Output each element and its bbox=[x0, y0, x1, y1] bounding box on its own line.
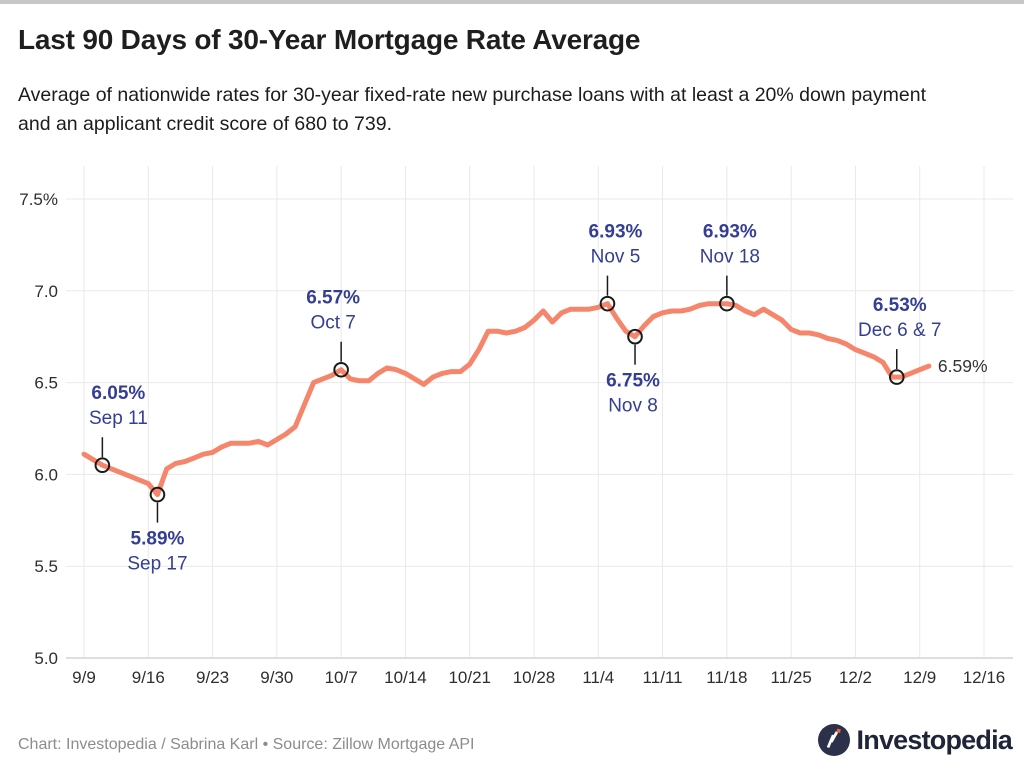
investopedia-logo: Investopedia bbox=[817, 721, 1013, 759]
annotation-date-label: Nov 8 bbox=[608, 396, 658, 417]
annotation-date-label: Nov 5 bbox=[591, 247, 641, 268]
x-axis-tick-label: 9/16 bbox=[132, 668, 165, 687]
x-axis-tick-label: 10/21 bbox=[448, 668, 491, 687]
investopedia-logo-icon bbox=[817, 724, 850, 756]
x-axis-tick-label: 9/30 bbox=[260, 668, 293, 687]
annotation-date-label: Sep 17 bbox=[127, 554, 187, 575]
annotation-marker bbox=[94, 457, 111, 474]
annotation-marker bbox=[627, 328, 643, 345]
annotation-value-label: 6.93% bbox=[589, 222, 643, 243]
annotation-value-label: 6.53% bbox=[873, 295, 927, 316]
annotation-value-label: 6.93% bbox=[703, 222, 757, 243]
y-axis-tick-label: 5.0 bbox=[34, 649, 58, 668]
x-axis-tick-label: 10/7 bbox=[325, 668, 358, 687]
annotation-date-label: Dec 6 & 7 bbox=[858, 320, 941, 341]
investopedia-logo-text: Investopedia bbox=[856, 724, 1013, 755]
annotation-date-label: Sep 11 bbox=[89, 408, 148, 429]
logo-bolt-icon bbox=[826, 731, 838, 749]
annotation-value-label: 6.57% bbox=[306, 288, 360, 309]
mortgage-rate-line-chart: 9/9 9/16 9/23 9/30 10/7 10/14 10/21 10/28 11/4 11… bbox=[19, 166, 1013, 687]
x-axis-tick-label: 11/18 bbox=[706, 668, 747, 687]
x-axis-tick-label: 12/2 bbox=[839, 668, 872, 687]
annotation-date-label: Oct 7 bbox=[310, 313, 355, 334]
x-axis-tick-label: 10/28 bbox=[513, 668, 556, 687]
annotation-marker bbox=[599, 295, 616, 312]
x-axis-tick-label: 9/23 bbox=[196, 668, 229, 687]
x-axis-tick-label: 9/9 bbox=[72, 668, 96, 687]
y-axis-tick-label: 6.5 bbox=[34, 374, 58, 393]
chart-title: Last 90 Days of 30-Year Mortgage Rate Av… bbox=[18, 24, 641, 55]
annotation-value-label: 5.89% bbox=[131, 529, 185, 550]
x-axis-tick-label: 12/16 bbox=[963, 668, 1006, 687]
x-axis-tick-label: 10/14 bbox=[384, 668, 427, 687]
y-axis-tick-label: 6.0 bbox=[34, 465, 58, 484]
y-axis-tick-label: 7.5% bbox=[19, 190, 58, 209]
current-rate-label: 6.59% bbox=[938, 356, 988, 376]
logo-circle bbox=[817, 724, 850, 756]
x-axis-tick-label: 11/11 bbox=[643, 668, 683, 687]
y-axis-tick-label: 7.0 bbox=[34, 282, 58, 301]
annotation-value-label: 6.05% bbox=[91, 383, 145, 404]
annotation-marker bbox=[888, 369, 905, 385]
logo-orange-dot bbox=[835, 728, 841, 734]
annotation-date-label: Nov 18 bbox=[700, 247, 760, 268]
x-axis-tick-label: 12/9 bbox=[903, 668, 936, 687]
y-axis-tick-label: 5.5 bbox=[34, 557, 58, 576]
annotation-marker bbox=[149, 486, 166, 503]
x-axis-tick-label: 11/25 bbox=[771, 668, 812, 687]
annotation-marker bbox=[719, 295, 735, 312]
rate-line bbox=[81, 301, 932, 498]
annotation-value-label: 6.75% bbox=[606, 371, 660, 392]
top-divider bbox=[0, 0, 1024, 4]
chart-subtitle: Average of nationwide rates for 30-year … bbox=[18, 84, 926, 135]
chart-credit: Chart: Investopedia / Sabrina Karl • Sou… bbox=[18, 736, 475, 753]
annotation-marker bbox=[333, 361, 349, 378]
x-axis-tick-label: 11/4 bbox=[582, 668, 614, 687]
